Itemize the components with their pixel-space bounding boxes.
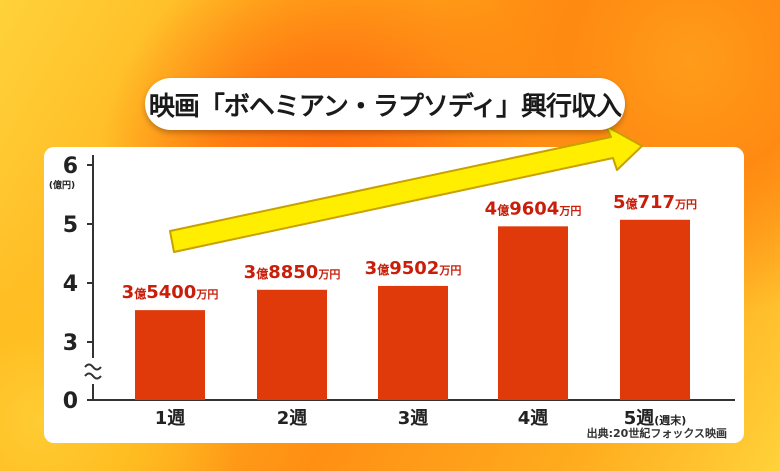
y-tick-label: 3 bbox=[63, 331, 78, 356]
bar bbox=[498, 226, 568, 400]
x-tick-label: 2週 bbox=[277, 408, 308, 429]
y-tick-label: 6 bbox=[63, 154, 78, 179]
data-label: 4億9604万円 bbox=[485, 198, 582, 219]
trend-arrow bbox=[169, 125, 643, 253]
data-label: 3億9502万円 bbox=[365, 258, 462, 279]
data-label: 5億717万円 bbox=[613, 192, 697, 213]
y-axis-unit: (億円) bbox=[49, 179, 75, 191]
bar bbox=[257, 289, 327, 400]
bar bbox=[135, 310, 205, 400]
x-tick-label: 5週(週末) bbox=[624, 408, 687, 429]
data-label: 3億5400万円 bbox=[122, 282, 219, 303]
data-label: 3億8850万円 bbox=[244, 262, 341, 283]
title-banner: 映画「ボヘミアン・ラプソディ」興行収入 bbox=[145, 78, 625, 130]
source-note: 出典:20世紀フォックス映画 bbox=[587, 426, 727, 440]
bar bbox=[620, 219, 690, 400]
x-tick-label: 3週 bbox=[398, 408, 429, 429]
x-tick-label: 4週 bbox=[518, 408, 549, 429]
axis-break-mark bbox=[84, 363, 102, 380]
x-tick-label: 1週 bbox=[155, 408, 186, 429]
y-tick-label: 0 bbox=[63, 389, 78, 414]
y-tick-label: 4 bbox=[63, 272, 78, 297]
chart-title: 映画「ボヘミアン・ラプソディ」興行収入 bbox=[148, 91, 622, 122]
bar bbox=[378, 285, 448, 400]
y-tick-label: 5 bbox=[63, 213, 78, 238]
